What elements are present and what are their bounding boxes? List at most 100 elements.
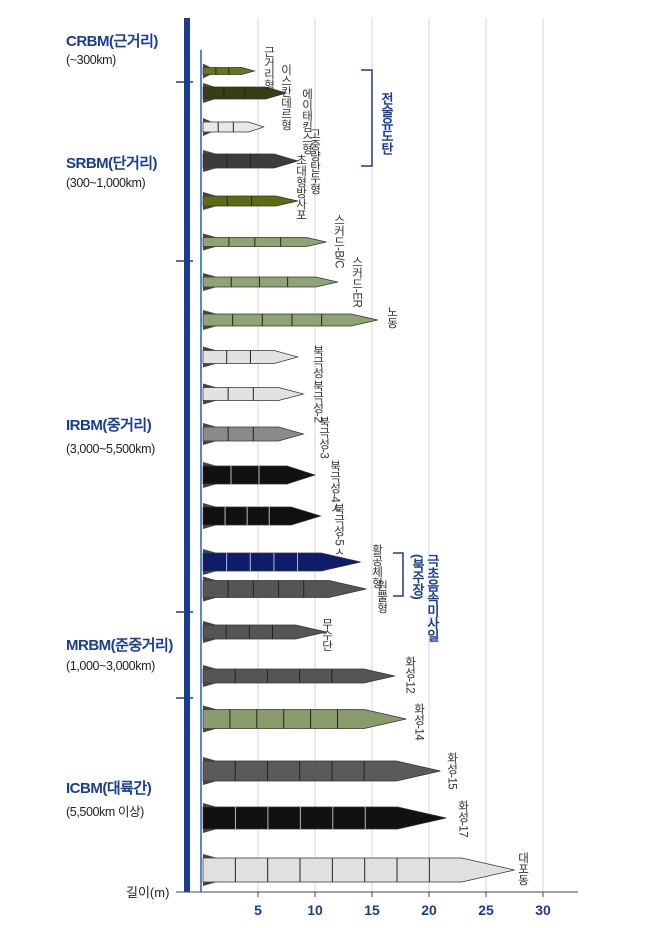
missile-label: 북극성-4ㅅ — [328, 460, 341, 514]
x-axis-label: 길이(m) — [126, 885, 170, 900]
missile-fins — [203, 83, 216, 103]
missile-fins — [203, 757, 217, 785]
category-range: (5,500km 이상) — [66, 805, 144, 819]
hypersonic-label-line: 극초음속미사일 — [424, 554, 440, 642]
missile-label: 대포동 — [516, 852, 529, 885]
missile-fins — [203, 63, 211, 79]
missile-fins — [203, 150, 217, 172]
missile-fins — [203, 310, 217, 330]
missile-label: 노동 — [385, 306, 398, 328]
tick-label: 25 — [478, 902, 494, 918]
missile-body — [202, 624, 327, 640]
hypersonic-label-line: (북주장) — [409, 554, 425, 600]
missile-label: 북극성 — [311, 345, 324, 378]
category-range: (3,000~5,500km) — [66, 442, 155, 456]
missile-fins — [203, 346, 217, 368]
category-title: CRBM(근거리) — [66, 33, 158, 50]
missile-fins — [203, 462, 217, 488]
missile-body — [202, 552, 361, 572]
missile-9 — [202, 346, 300, 368]
missile-16 — [202, 621, 327, 643]
missile-15 — [202, 576, 367, 602]
missile-label: 이스칸데르형 — [279, 64, 292, 130]
missile-fins — [203, 233, 217, 251]
missile-11 — [202, 423, 305, 445]
tactical-bracket — [361, 69, 373, 167]
missile-label: 초대형방사포 — [294, 154, 307, 220]
missile-21 — [202, 854, 515, 886]
missile-20 — [202, 803, 447, 833]
missile-body — [202, 668, 395, 684]
missile-body — [202, 276, 338, 288]
missile-body — [202, 709, 407, 729]
missile-19 — [202, 757, 441, 785]
missile-10 — [202, 383, 305, 405]
missile-label: 화성-14 — [412, 703, 425, 741]
hypersonic-bracket — [393, 552, 404, 597]
missile-fins — [203, 503, 217, 529]
missile-18 — [202, 705, 407, 733]
missile-label: 화성-15 — [445, 752, 458, 790]
tick-label: 30 — [535, 902, 551, 918]
missile-fins — [203, 383, 217, 405]
missile-fins — [203, 854, 217, 886]
missile-3 — [202, 118, 265, 136]
missile-label: 활공체형 — [370, 544, 383, 588]
missile-body — [202, 195, 298, 207]
tick-label: 5 — [254, 902, 262, 918]
category-title: IRBM(중거리) — [66, 417, 152, 434]
missile-label: 에이태킴스형 — [300, 88, 313, 154]
missile-label: 북극성-3 — [317, 416, 330, 459]
missile-label: 고중량탄두형 — [308, 128, 321, 194]
missile-fins — [203, 192, 217, 210]
missile-13 — [202, 503, 322, 529]
left-axis-bar — [184, 18, 190, 892]
missile-body — [202, 806, 447, 830]
missile-label: 화성-12 — [403, 656, 416, 694]
missile-4 — [202, 150, 300, 172]
category-range: (~300km) — [66, 53, 116, 67]
category-title: SRBM(단거리) — [66, 155, 158, 172]
tactical-group-label: 전술유도탄 — [378, 92, 394, 155]
category-range: (300~1,000km) — [66, 176, 146, 190]
category-title: MRBM(준중거리) — [66, 637, 173, 654]
missile-label: 북극성-5ㅅ — [332, 503, 345, 557]
missile-body — [202, 313, 378, 327]
missile-label: 원뿔형 — [375, 580, 388, 613]
missile-body — [202, 760, 441, 782]
missile-fins — [203, 549, 217, 575]
missile-label: 무수단 — [320, 618, 333, 651]
missile-12 — [202, 462, 317, 488]
missile-body — [202, 506, 322, 526]
missile-label: 북극성-2 — [311, 380, 324, 423]
missile-body — [202, 237, 327, 247]
missile-fins — [203, 705, 217, 733]
missile-fins — [203, 665, 217, 687]
missile-body — [202, 580, 367, 598]
missile-14 — [202, 549, 361, 575]
tick-label: 15 — [364, 902, 380, 918]
category-title: ICBM(대륙간) — [66, 780, 152, 797]
hypersonic-group-label: 극초음속미사일 (북주장) — [409, 554, 440, 642]
missile-fins — [203, 118, 213, 136]
tick-label: 20 — [421, 902, 437, 918]
missile-fins — [203, 803, 217, 833]
category-range: (1,000~3,000km) — [66, 659, 155, 673]
missile-label: 근거리형 — [262, 46, 275, 90]
missile-fins — [203, 423, 217, 445]
missile-fins — [203, 273, 217, 291]
missile-6 — [202, 233, 327, 251]
missile-17 — [202, 665, 395, 687]
x-axis-ticks — [257, 892, 544, 897]
missile-5 — [202, 192, 298, 210]
missile-fins — [203, 576, 217, 602]
missile-2 — [202, 83, 288, 103]
missile-7 — [202, 273, 338, 291]
missile-label: 화성-17 — [456, 800, 469, 838]
missile-fins — [203, 621, 217, 643]
tick-label: 10 — [307, 902, 323, 918]
missile-body — [202, 857, 515, 883]
missile-label: 스커드-B/C — [332, 214, 345, 268]
missile-1 — [202, 63, 256, 79]
